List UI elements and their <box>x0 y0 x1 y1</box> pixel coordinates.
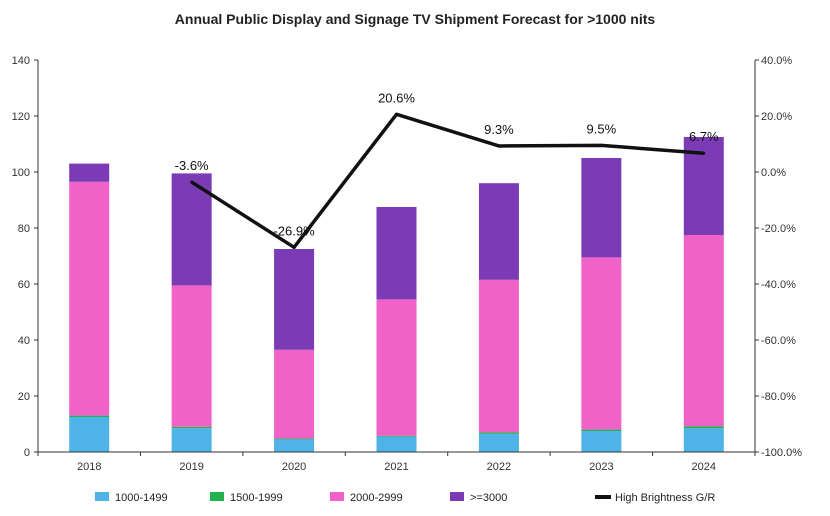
growth-label-2024: 6.7% <box>689 129 719 144</box>
growth-point-2023 <box>599 143 603 147</box>
line-layer: -3.6% -26.9% 20.6% 9.3% 9.5% 6.7% <box>175 90 719 250</box>
x-tick-label-2018: 2018 <box>77 461 101 473</box>
bar-2020-series-1 <box>274 438 315 440</box>
legend-label-3: >=3000 <box>470 492 507 504</box>
y2-tick-label-2: -60.0% <box>761 335 796 347</box>
legend-label-0: 1000-1499 <box>115 492 168 504</box>
bar-2021-series-0 <box>376 436 417 452</box>
bar-2021-series-1 <box>376 435 417 437</box>
chart-title: Annual Public Display and Signage TV Shi… <box>175 11 656 27</box>
bar-2018-series-1 <box>69 415 110 417</box>
growth-point-2021 <box>395 112 398 116</box>
growth-label-2019: -3.6% <box>175 158 209 173</box>
bar-2019-series-0 <box>171 428 212 452</box>
legend-swatch-4 <box>595 495 611 499</box>
bar-2022-series-2 <box>478 279 519 433</box>
y2-tick-label-4: -20.0% <box>761 223 796 235</box>
legend-label-1: 1500-1999 <box>230 492 283 504</box>
legend-label-2: 2000-2999 <box>350 492 403 504</box>
x-tick-label-2023: 2023 <box>589 461 613 473</box>
bar-2020-series-3 <box>274 249 315 350</box>
legend: 1000-1499 1500-1999 2000-2999 >=3000 High Br… <box>95 492 715 504</box>
y-tick-label-3: 60 <box>18 279 30 291</box>
x-tick-label-2021: 2021 <box>384 461 408 473</box>
legend-swatch-3 <box>450 492 464 501</box>
x-tick-label-2019: 2019 <box>179 461 203 473</box>
bar-2023-series-3 <box>581 158 622 258</box>
bar-2021-series-2 <box>376 299 417 436</box>
growth-label-2020: -26.9% <box>273 223 315 238</box>
y-tick-label-7: 140 <box>12 55 30 67</box>
bar-2018-series-3 <box>69 163 110 182</box>
x-tick-label-2024: 2024 <box>692 461 716 473</box>
legend-label-4: High Brightness G/R <box>615 492 715 504</box>
growth-point-2022 <box>497 144 501 148</box>
bar-2022-series-3 <box>478 183 519 280</box>
growth-point-2020 <box>292 245 296 249</box>
growth-label-2021: 20.6% <box>378 90 415 105</box>
x-tick-label-2022: 2022 <box>487 461 511 473</box>
growth-point-2024 <box>702 151 706 155</box>
bars-layer <box>69 137 724 452</box>
x-tick-label-2020: 2020 <box>282 461 306 473</box>
legend-swatch-2 <box>330 492 344 501</box>
growth-label-2022: 9.3% <box>484 122 514 137</box>
bar-2024-series-2 <box>683 235 724 427</box>
bar-2022-series-0 <box>478 433 519 452</box>
y-tick-label-1: 20 <box>18 391 30 403</box>
axes-layer: 0 20 40 60 80 100 120 140 -100.0% -80.0% -60.0% -40… <box>12 55 803 473</box>
growth-line <box>190 112 704 250</box>
bar-2019-series-2 <box>171 285 212 427</box>
y-tick-label-5: 100 <box>12 167 30 179</box>
y2-tick-label-0: -100.0% <box>761 447 802 459</box>
growth-point-2019 <box>190 180 194 184</box>
y2-tick-label-7: 40.0% <box>761 55 792 67</box>
bar-2021-series-3 <box>376 207 417 300</box>
bar-2020-series-2 <box>274 349 315 439</box>
bar-2018-series-0 <box>69 417 110 452</box>
y2-tick-label-3: -40.0% <box>761 279 796 291</box>
y2-tick-label-6: 20.0% <box>761 111 792 123</box>
bar-2024-series-1 <box>683 426 724 429</box>
y-tick-label-2: 40 <box>18 335 30 347</box>
bar-2024-series-0 <box>683 428 724 452</box>
bar-2023-series-2 <box>581 257 622 430</box>
y-tick-label-6: 120 <box>12 111 30 123</box>
bar-2019-series-1 <box>171 426 212 429</box>
bar-2018-series-2 <box>69 181 110 416</box>
bar-2023-series-0 <box>581 431 622 452</box>
y2-tick-label-5: 0.0% <box>761 167 786 179</box>
bar-2020-series-0 <box>274 439 315 452</box>
legend-swatch-0 <box>95 492 109 501</box>
growth-label-2023: 9.5% <box>587 121 617 136</box>
legend-swatch-1 <box>210 492 224 501</box>
y-tick-label-4: 80 <box>18 223 30 235</box>
bar-2022-series-1 <box>478 432 519 434</box>
bar-2023-series-1 <box>581 429 622 431</box>
y-tick-label-0: 0 <box>24 447 30 459</box>
y2-tick-label-1: -80.0% <box>761 391 796 403</box>
